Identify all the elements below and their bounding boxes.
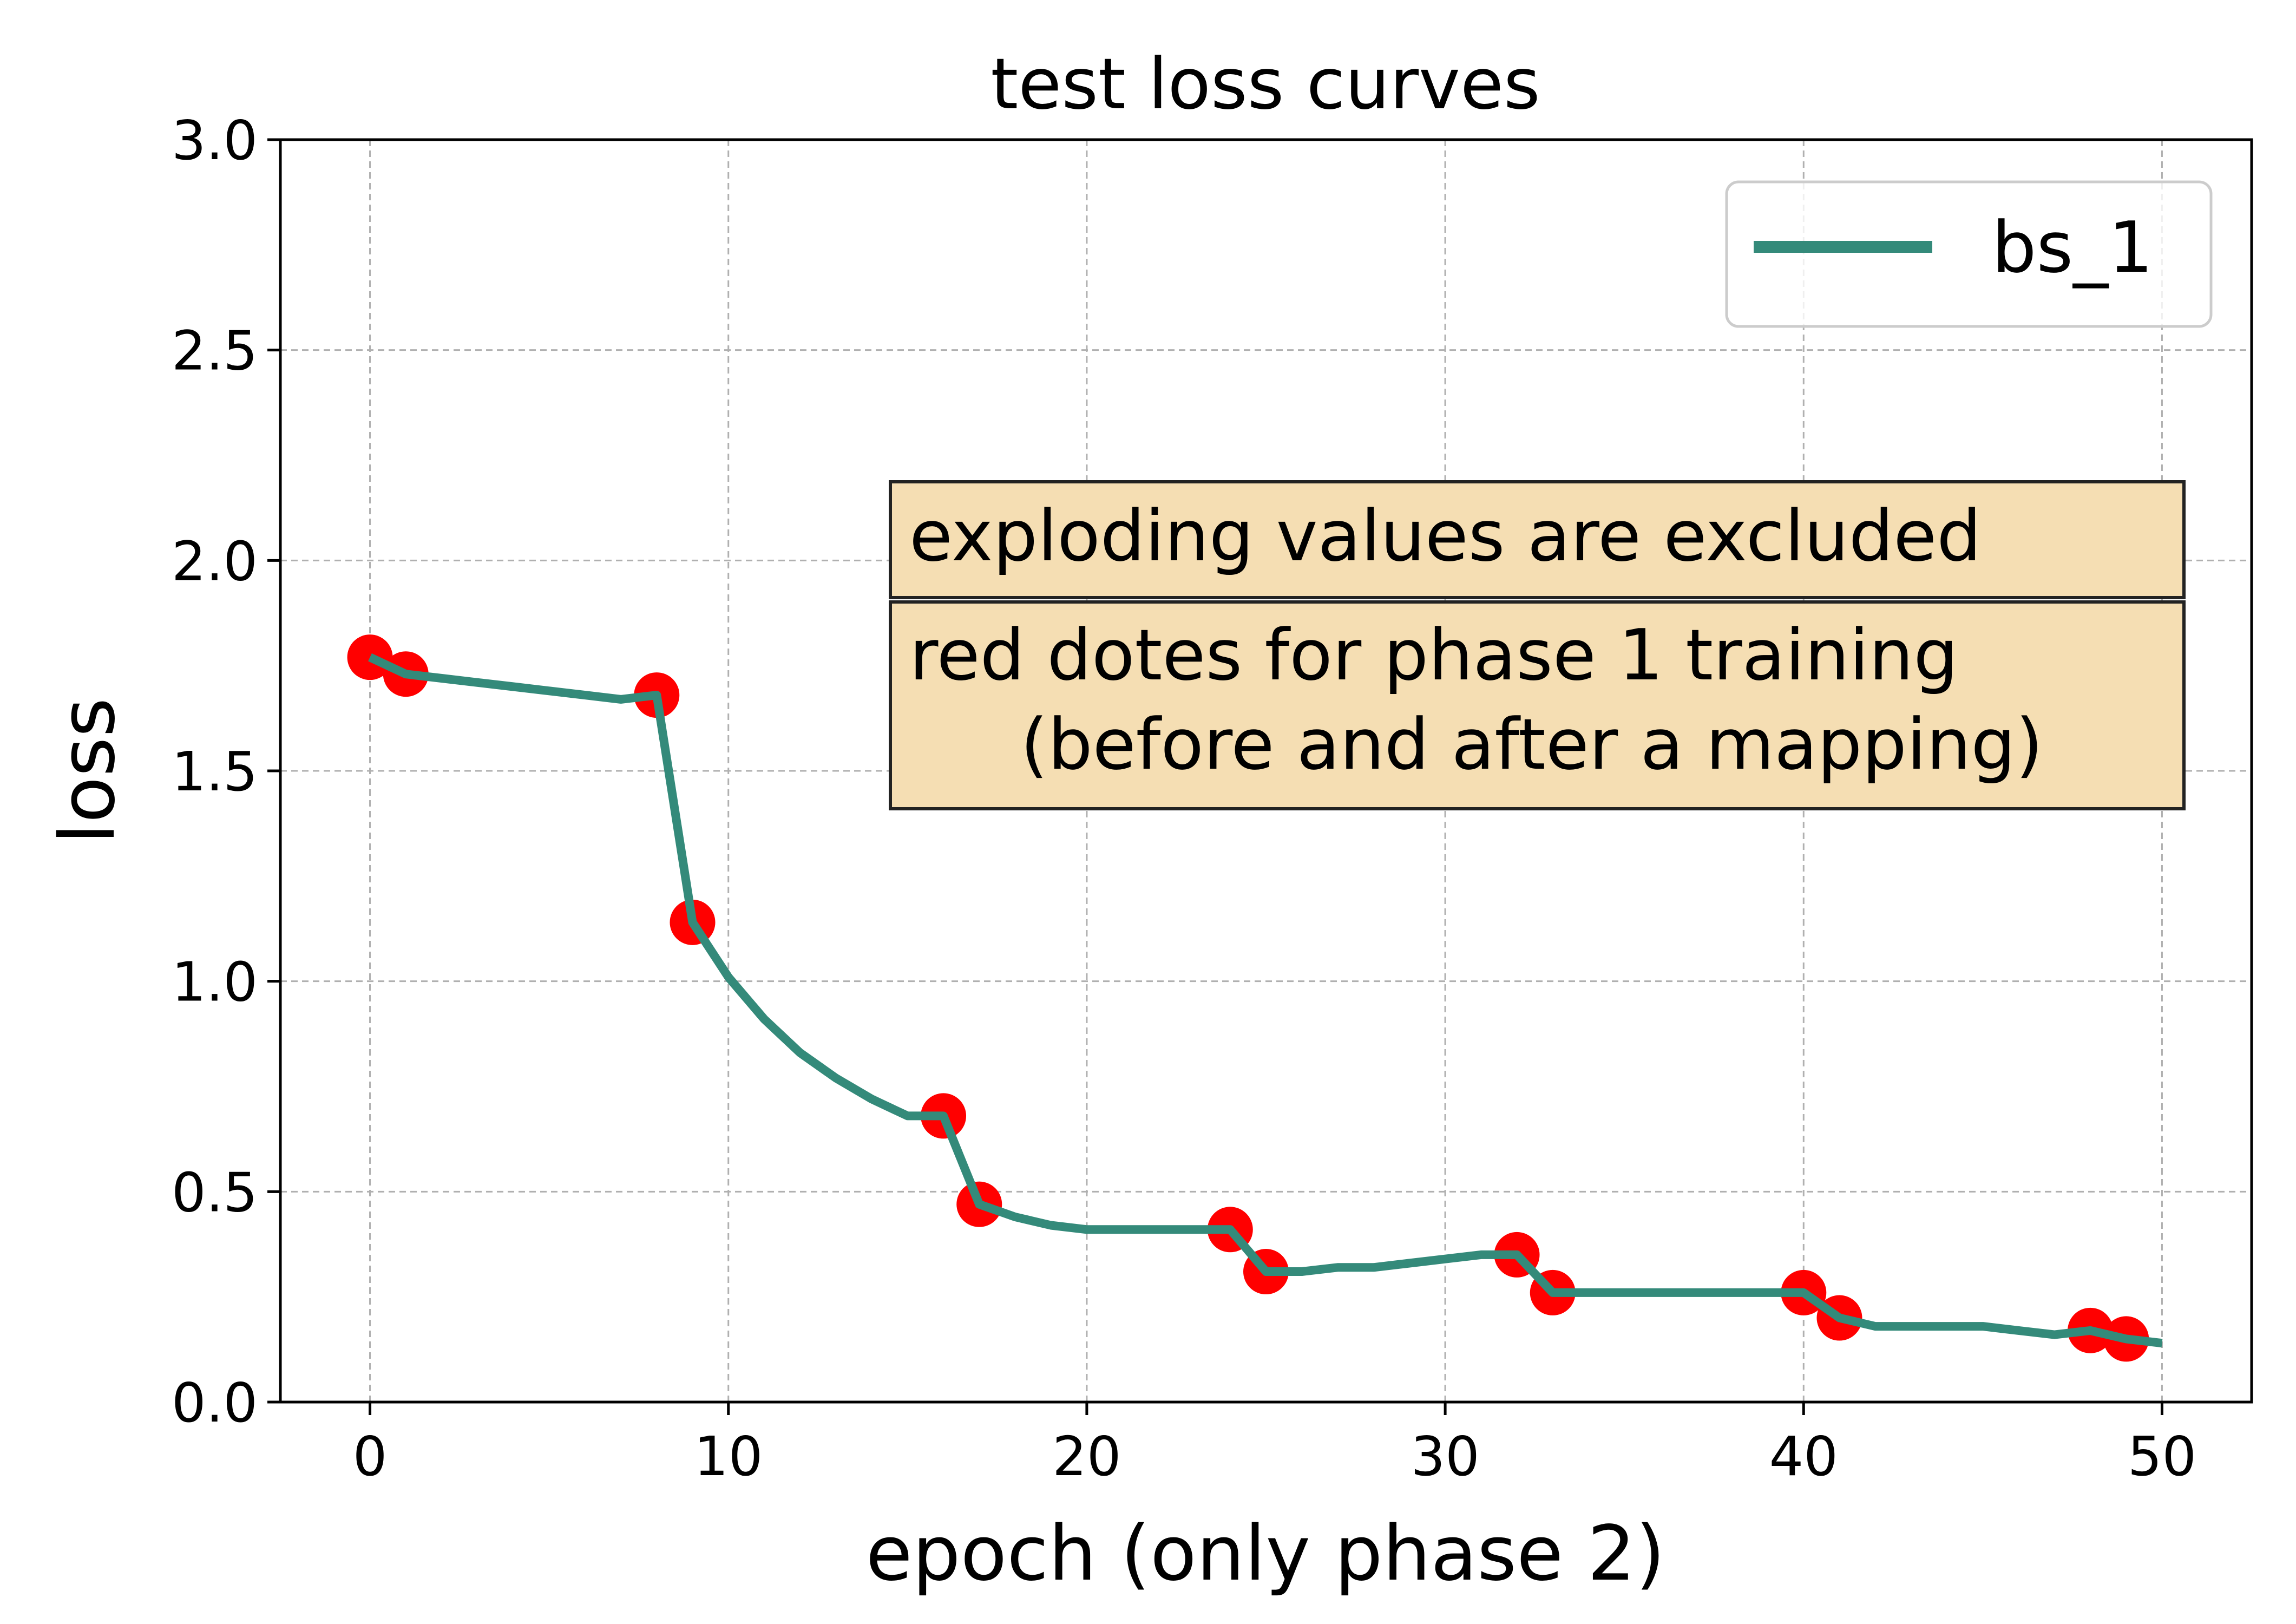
y-axis-label: loss	[44, 698, 132, 844]
y-tick-label-1: 0.5	[172, 1161, 258, 1224]
x-tick-label-3: 30	[1411, 1425, 1479, 1488]
annotation-red-dots-line-1: red dotes for phase 1 training	[909, 614, 1958, 696]
x-tick-label-1: 10	[694, 1425, 763, 1488]
annotation-excluded: exploding values are excluded	[889, 480, 2186, 599]
y-axis-ticks: 0.0 0.5 1.0 1.5 2.0 2.5 3.0	[172, 109, 280, 1435]
series-line-bs-1	[368, 653, 2163, 1348]
x-tick-label-5: 50	[2128, 1425, 2196, 1488]
y-tick-label-5: 2.5	[172, 319, 258, 383]
annotation-red-dots-box	[889, 600, 2186, 810]
x-axis-ticks: 0 10 20 30 40 50	[353, 1402, 2196, 1488]
legend-label-bs-1: bs_1	[1992, 206, 2153, 289]
legend: bs_1	[1725, 180, 2213, 328]
x-tick-label-4: 40	[1769, 1425, 1838, 1488]
annotation-red-dots-line-2: (before and after a mapping)	[1020, 703, 2043, 785]
y-tick-label-4: 2.0	[172, 529, 258, 593]
chart-title: test loss curves	[990, 43, 1540, 125]
annotation-red-dots: red dotes for phase 1 training (before a…	[889, 600, 2186, 810]
y-tick-label-2: 1.0	[172, 951, 258, 1014]
legend-box	[1725, 180, 2213, 328]
x-tick-label-2: 20	[1052, 1425, 1121, 1488]
annotation-excluded-text: exploding values are excluded	[909, 495, 1982, 577]
x-axis-label: epoch (only phase 2)	[866, 1510, 1665, 1598]
y-tick-label-0: 0.0	[172, 1371, 258, 1435]
series-layer	[368, 653, 2163, 1348]
annotation-excluded-box	[889, 480, 2186, 599]
x-tick-label-0: 0	[353, 1425, 388, 1488]
y-tick-label-6: 3.0	[172, 109, 258, 172]
y-tick-label-3: 1.5	[172, 740, 258, 803]
